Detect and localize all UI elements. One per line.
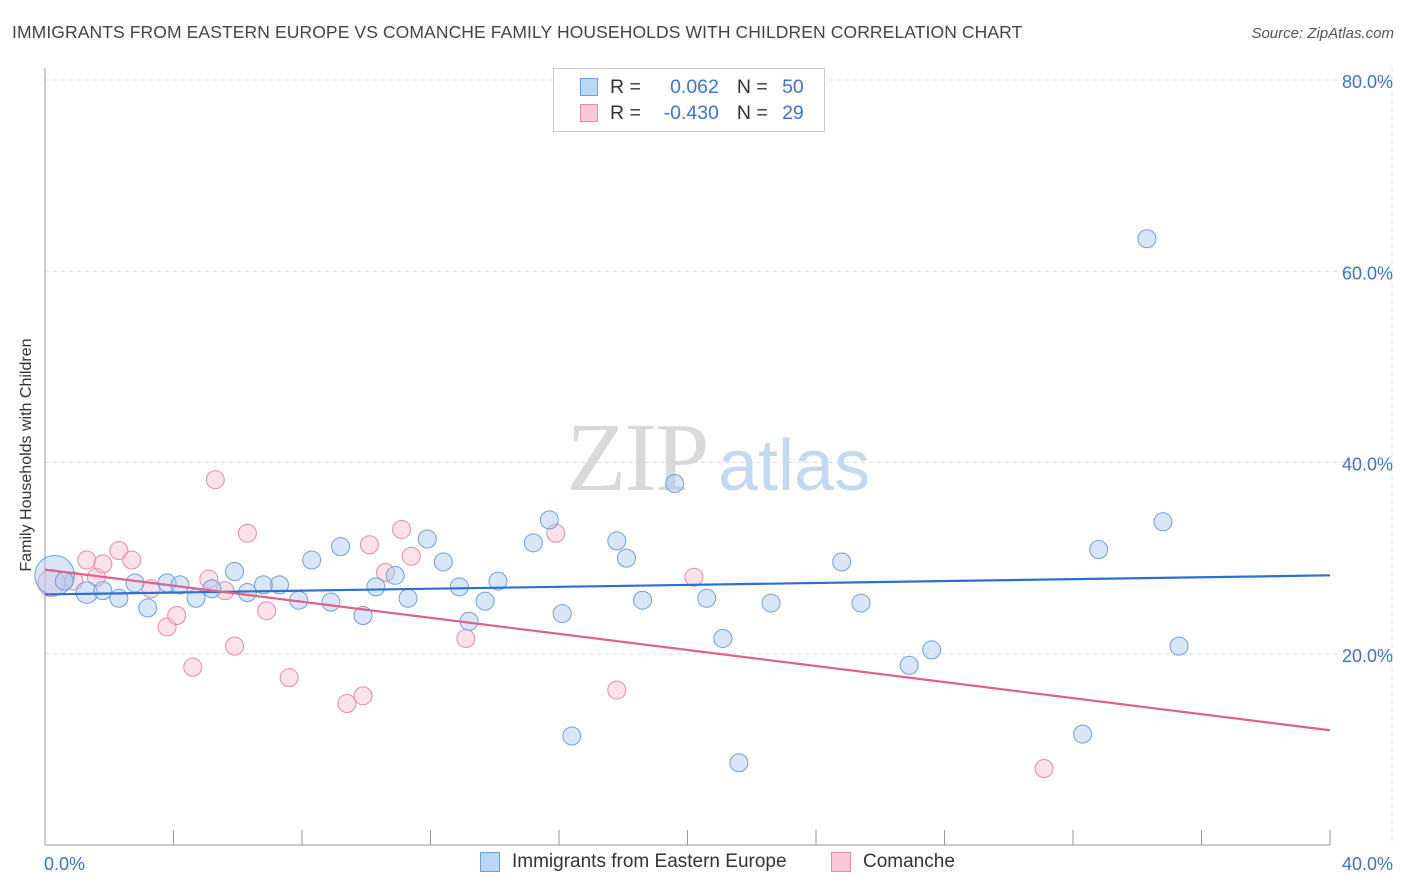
data-point-comanche [205,470,225,490]
data-point-comanche [359,535,379,555]
data-point-eastern-europe [417,529,437,549]
data-point-eastern-europe [125,573,145,593]
legend-label-comanche: Comanche [863,851,955,872]
data-point-eastern-europe [665,474,685,494]
data-point-eastern-europe [385,565,405,585]
trend-line-comanche [44,568,1331,732]
data-point-comanche [684,567,704,587]
data-point-eastern-europe [1073,724,1093,744]
y-tick-label: 60.0% [1342,263,1393,283]
axes [44,68,1331,846]
data-point-eastern-europe [321,592,341,612]
data-point-eastern-europe [54,571,74,591]
data-point-eastern-europe [366,577,386,597]
legend-row-eastern-europe: R = 0.062 N = 50 [554,74,804,100]
legend-row-comanche: R = -0.430 N = 29 [554,100,804,126]
data-point-eastern-europe [607,531,627,551]
data-point-eastern-europe [433,552,453,572]
data-point-eastern-europe [761,593,781,613]
data-point-eastern-europe [552,604,572,624]
trend-line-eastern-europe [44,574,1331,596]
data-point-eastern-europe [899,655,919,675]
data-point-eastern-europe [302,550,322,570]
legend-n-value: 29 [782,101,804,124]
data-point-eastern-europe [922,640,942,660]
data-point-eastern-europe [270,575,290,595]
x-tick-label-min: 0.0% [44,854,85,874]
data-point-eastern-europe [729,753,749,773]
legend-swatch-blue [480,852,500,872]
data-point-eastern-europe [832,552,852,572]
legend-n-value: 50 [782,75,804,98]
data-point-comanche [237,523,257,543]
y-tick-label: 40.0% [1342,455,1393,475]
data-point-comanche [77,550,97,570]
data-point-eastern-europe [138,598,158,618]
data-point-comanche [167,606,187,625]
legend-r-label: R = [610,101,641,124]
trend-lines [44,568,1331,732]
data-point-comanche [401,546,421,566]
data-point-eastern-europe [1153,512,1173,532]
data-point-eastern-europe [488,571,508,591]
data-point-comanche [279,668,299,688]
legend-r-value: 0.062 [670,75,719,98]
data-point-eastern-europe [75,581,99,604]
data-point-eastern-europe [1089,540,1109,560]
data-point-comanche [257,601,277,621]
watermark-atlas: atlas [718,426,870,506]
watermark-zip: ZIP [567,404,708,512]
data-point-eastern-europe [523,533,543,553]
x-tick-label-max: 40.0% [1342,854,1393,874]
legend-r-value: -0.430 [663,101,719,124]
legend-item-eastern-europe[interactable]: Immigrants from Eastern Europe [480,851,787,873]
data-point-eastern-europe [697,588,717,608]
y-tick-label: 80.0% [1342,72,1393,92]
legend-n-label: N = [736,75,768,98]
tick-labels: 20.0% 40.0% 60.0% 80.0% 0.0% 40.0% [44,72,1393,874]
data-point-comanche [183,657,203,677]
data-point-eastern-europe [713,628,733,648]
data-point-eastern-europe [851,593,871,613]
data-point-comanche [353,686,373,706]
data-point-eastern-europe [475,591,495,611]
data-point-eastern-europe [562,726,582,746]
data-point-eastern-europe [109,588,129,608]
data-point-eastern-europe [253,575,273,595]
data-point-comanche [392,519,412,539]
data-point-eastern-europe [93,581,113,601]
data-point-eastern-europe [1169,636,1189,656]
data-point-eastern-europe [1137,229,1157,249]
legend-swatch-pink [580,104,598,122]
data-point-comanche [337,693,357,713]
data-point-comanche [456,628,476,648]
data-point-comanche [607,680,627,700]
legend-item-comanche[interactable]: Comanche [831,851,955,873]
data-point-comanche [109,540,129,560]
data-point-eastern-europe [449,577,469,597]
data-point-eastern-europe [331,537,351,557]
data-point-comanche [93,554,113,574]
source-credit: Source: ZipAtlas.com [1251,25,1394,42]
legend-swatch-pink [831,852,851,872]
correlation-legend: R = 0.062 N = 50 R = -0.430 N = 29 [553,68,825,132]
legend-n-label: N = [736,101,768,124]
data-point-eastern-europe [633,590,653,610]
data-point-comanche [225,636,245,656]
legend-label-eastern-europe: Immigrants from Eastern Europe [512,851,787,872]
chart-title: IMMIGRANTS FROM EASTERN EUROPE VS COMANC… [12,22,1023,42]
data-point-eastern-europe [616,548,636,568]
data-point-eastern-europe [225,562,245,582]
data-point-comanche [1034,759,1054,778]
legend-swatch-blue [580,78,598,96]
data-point-eastern-europe [398,588,418,608]
series-legend: Immigrants from Eastern Europe Comanche [0,851,1406,877]
legend-r-label: R = [610,75,641,98]
data-point-eastern-europe [539,510,559,530]
data-point-comanche [122,550,142,570]
y-tick-label: 20.0% [1342,646,1393,666]
